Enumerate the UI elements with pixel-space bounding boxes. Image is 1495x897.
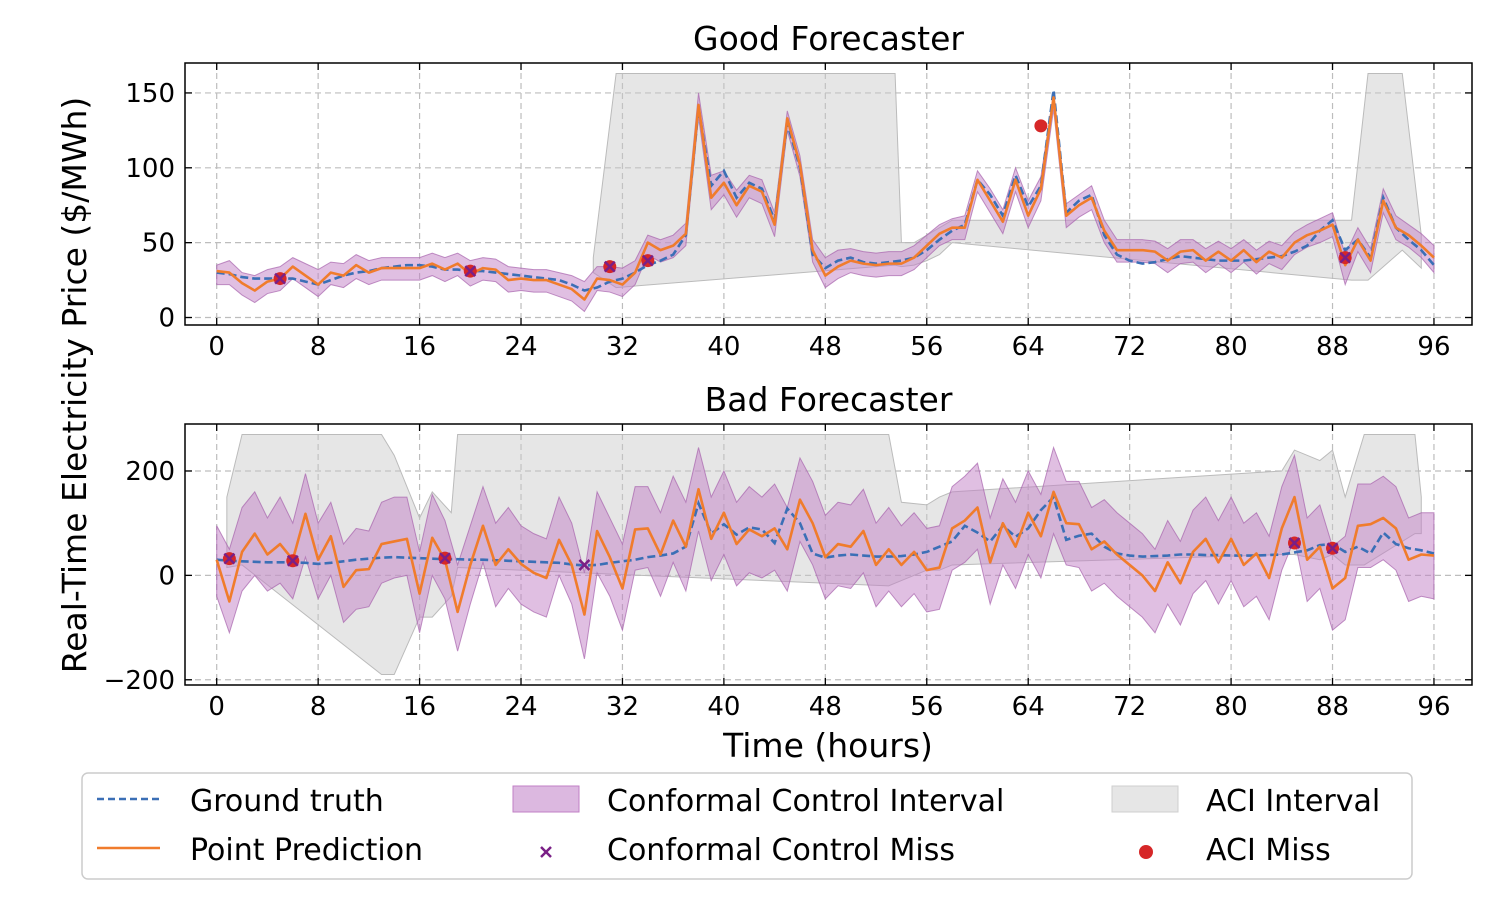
good-xtick-label-64: 64 [1012,332,1045,362]
good-xtick-label-0: 0 [208,332,225,362]
legend-aci-interval-swatch [1111,785,1179,813]
good-aci-miss-4 [1034,119,1048,133]
bad-xtick-label-0: 0 [208,692,225,722]
good-xtick-label-8: 8 [310,332,327,362]
good-ytick-label-150: 150 [125,79,175,109]
bad-forecaster-title: Bad Forecaster [705,380,953,419]
good-prediction-line [216,96,1435,301]
good-cc-miss-0 [274,272,286,285]
bad-xtick-label-80: 80 [1215,692,1248,722]
bad-cc-miss-4 [1288,537,1301,549]
bad-xtick-label-96: 96 [1417,692,1450,722]
legend-frame [81,772,1413,880]
bad-cc-miss-1 [286,554,299,567]
bad-cc-miss-3 [578,559,591,571]
good-cc-interval-band [216,92,1435,313]
good-xtick-label-48: 48 [809,332,842,362]
legend: Ground truth Point Prediction Conformal … [81,772,1413,880]
bad-xtick-label-72: 72 [1113,692,1146,722]
x-axis-label: Time (hours) [722,726,933,765]
good-cc-miss-1 [464,265,477,277]
legend-cc-miss-marker [540,846,552,858]
legend-cc-interval-swatch [512,785,580,813]
legend-cc-interval-label: Conformal Control Interval [607,784,1004,819]
bad-xtick-label-88: 88 [1316,692,1349,722]
good-xtick-label-56: 56 [910,332,943,362]
good-ytick-label-50: 50 [142,229,175,259]
bad-cc-miss-2 [439,552,451,565]
good-cc-miss-2 [603,260,616,273]
good-ytick-label-0: 0 [158,304,175,334]
good-xtick-label-80: 80 [1215,332,1248,362]
good-ground-truth-line [216,89,1435,292]
good-xtick-label-32: 32 [606,332,639,362]
bad-xtick-label-56: 56 [910,692,943,722]
bad-prediction-line [215,487,1435,616]
legend-cc-miss-label: Conformal Control Miss [607,833,955,868]
bad-cc-miss-0 [223,552,236,565]
legend-aci-interval-label: ACI Interval [1206,784,1380,819]
good-cc-miss-3 [641,254,654,267]
legend-aci-miss-label: ACI Miss [1206,833,1331,868]
good-ytick-label-100: 100 [125,154,175,184]
bad-ytick-label-200: 200 [125,457,175,487]
bad-cc-miss-5 [1326,542,1339,555]
legend-ground-truth-label: Ground truth [190,784,384,819]
bad-xtick-label-24: 24 [504,692,537,722]
good-forecaster-title: Good Forecaster [693,19,964,58]
bad-xtick-label-64: 64 [1012,692,1045,722]
bad-forecaster-panel: 0 8 16 24 32 40 48 56 64 72 80 88 96 −200 0 200 Bad Fore… [104,380,1473,722]
bad-xtick-label-48: 48 [809,692,842,722]
legend-aci-miss-marker [1139,845,1153,859]
good-xtick-label-40: 40 [707,332,740,362]
bad-xtick-label-8: 8 [310,692,327,722]
good-xtick-label-88: 88 [1316,332,1349,362]
bad-ytick-label-0: 0 [158,561,175,591]
bad-xtick-label-40: 40 [707,692,740,722]
good-axes-frame [184,62,1473,326]
legend-point-prediction-label: Point Prediction [190,833,423,868]
bad-xtick-label-32: 32 [606,692,639,722]
bad-ytick-label--200: −200 [104,666,175,696]
good-xtick-label-16: 16 [403,332,436,362]
good-xtick-label-96: 96 [1417,332,1450,362]
good-forecaster-panel: 0 8 16 24 32 40 48 56 64 72 80 88 96 0 50 100 150 Good Fo… [125,19,1473,362]
good-xtick-label-24: 24 [504,332,537,362]
y-axis-label: Real-Time Electricity Price ($/MWh) [55,97,94,674]
good-cc-miss-4 [1339,251,1352,264]
bad-cc-interval-band [216,445,1435,660]
bad-axes-frame [184,423,1473,686]
bad-xtick-label-16: 16 [403,692,436,722]
good-xtick-label-72: 72 [1113,332,1146,362]
